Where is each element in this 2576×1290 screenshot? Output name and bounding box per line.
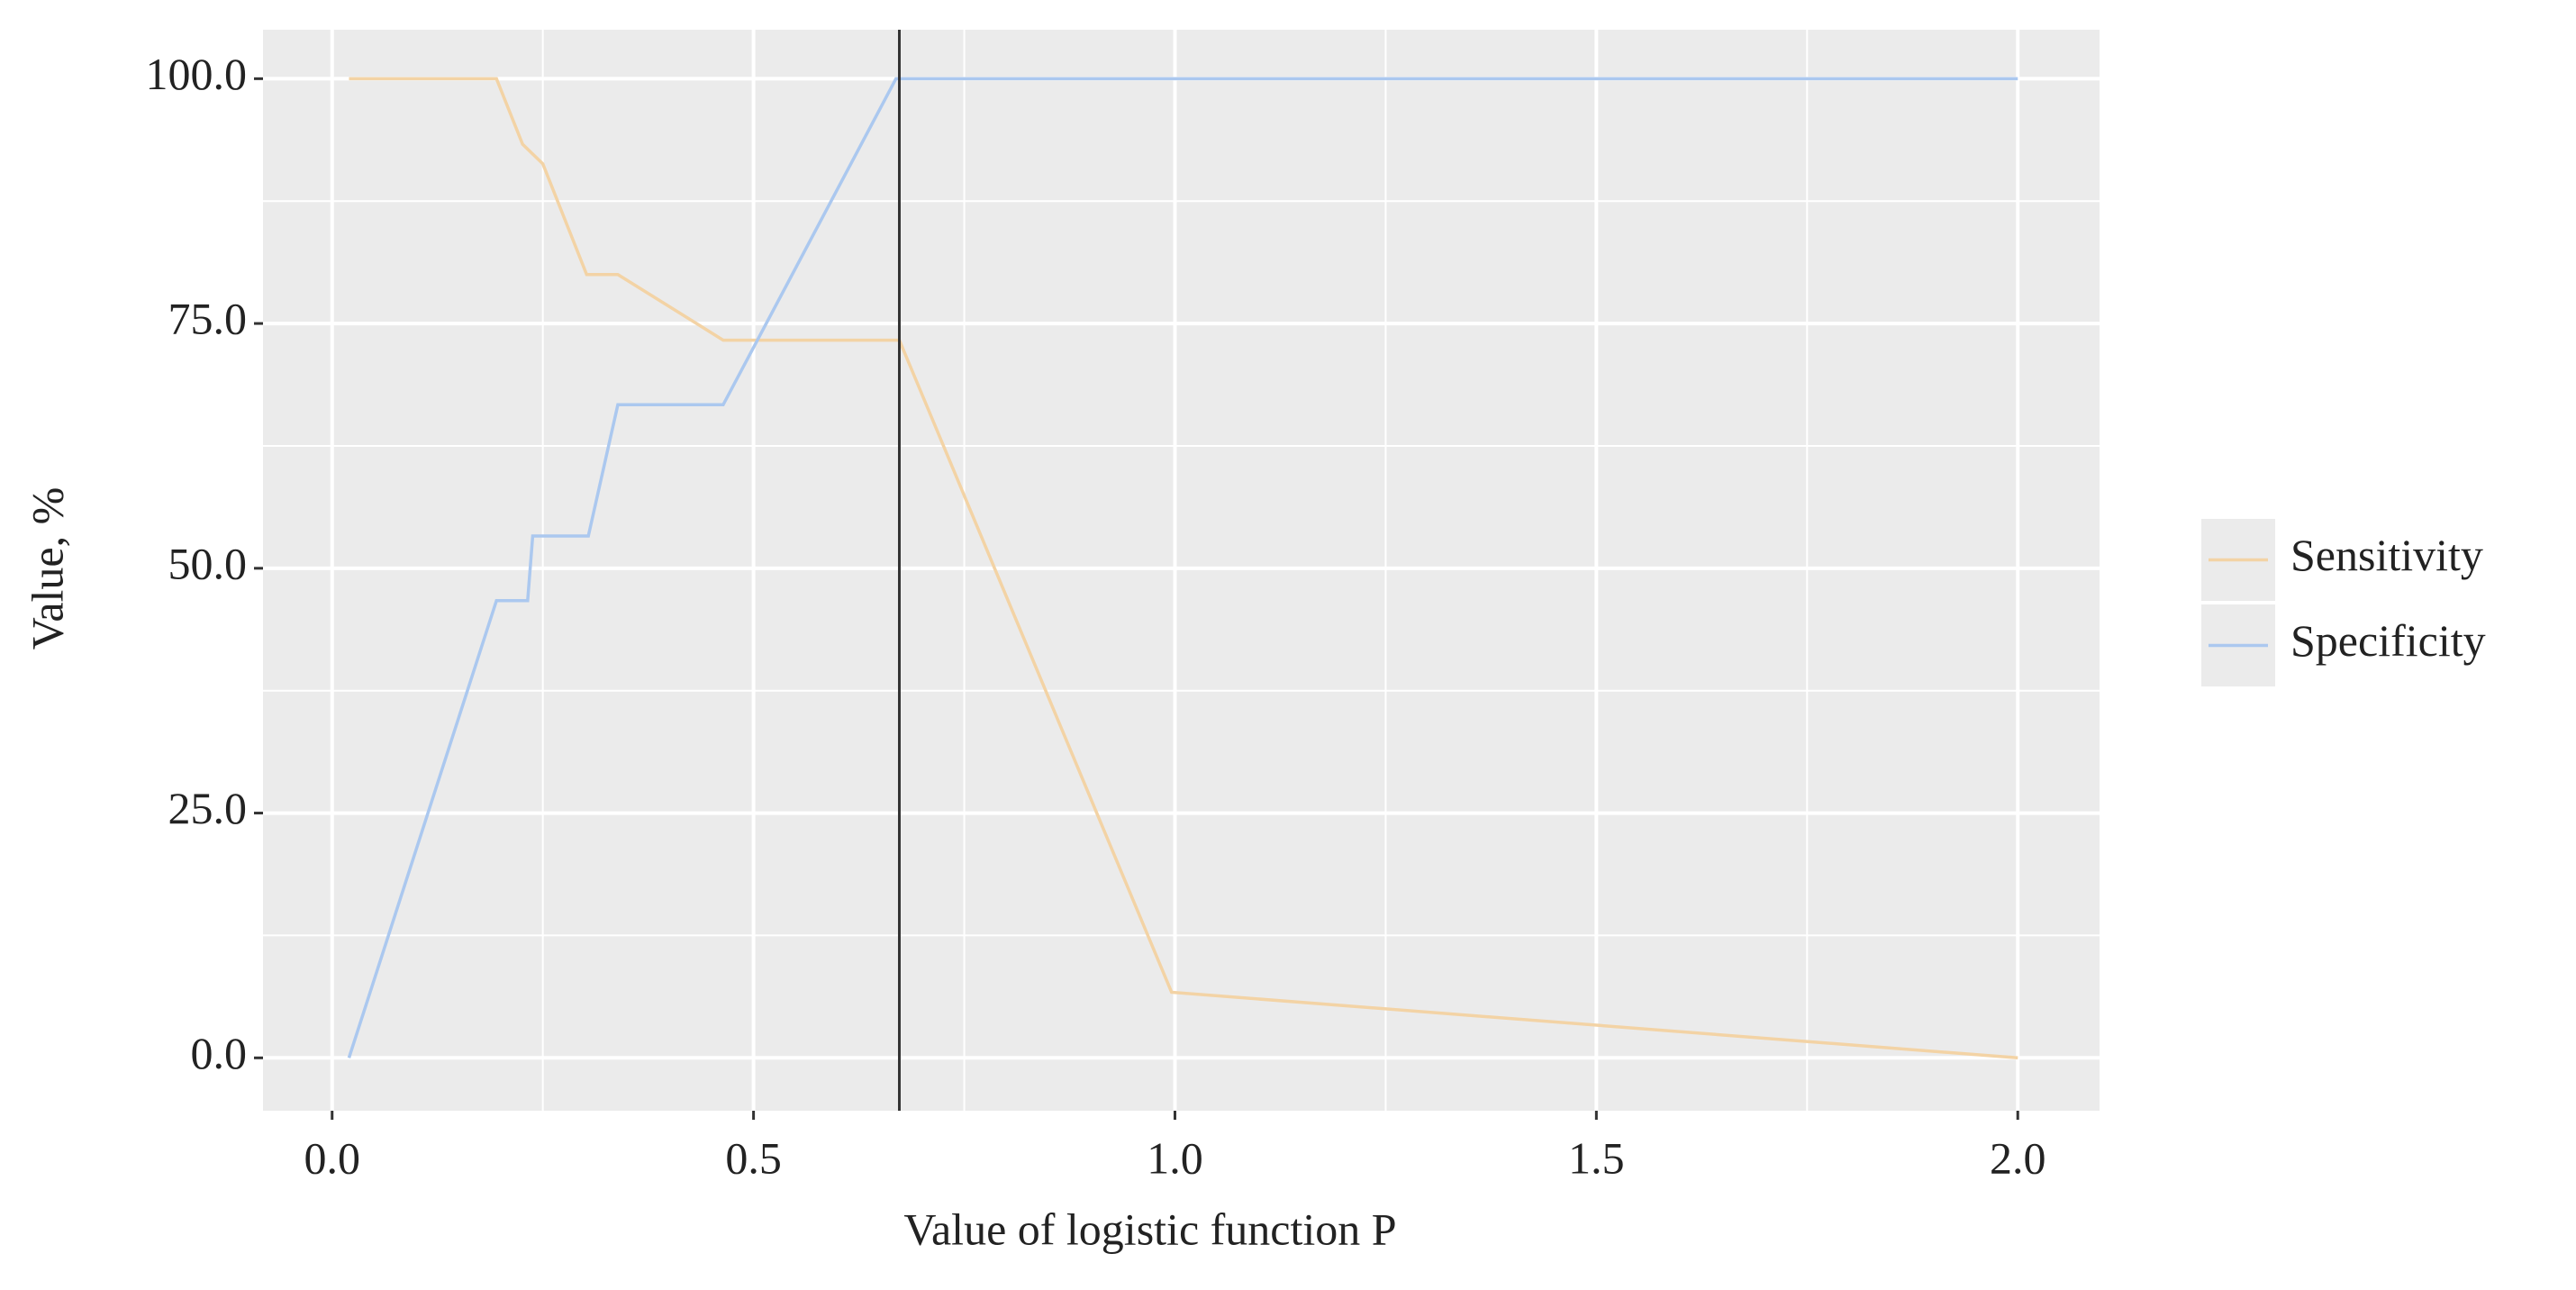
y-tick-label: 75.0	[168, 294, 248, 344]
y-tick-label: 25.0	[168, 783, 248, 833]
plot-panel	[263, 30, 2100, 1111]
x-tick-label: 0.0	[304, 1132, 360, 1183]
y-tick-label: 50.0	[168, 538, 248, 588]
legend-label: Specificity	[2290, 615, 2486, 666]
y-tick-label: 0.0	[191, 1028, 248, 1078]
y-axis-title: Value, %	[22, 487, 72, 650]
x-tick-label: 1.0	[1147, 1132, 1203, 1183]
y-tick-label: 100.0	[146, 49, 248, 99]
x-tick-label: 2.0	[1990, 1132, 2046, 1183]
legend-label: Sensitivity	[2290, 530, 2483, 580]
x-axis-title: Value of logistic function P	[903, 1204, 1396, 1254]
x-tick-label: 1.5	[1568, 1132, 1625, 1183]
series-line	[347, 77, 2018, 1058]
x-tick-label: 0.5	[725, 1132, 782, 1183]
series-line	[349, 77, 2018, 1060]
